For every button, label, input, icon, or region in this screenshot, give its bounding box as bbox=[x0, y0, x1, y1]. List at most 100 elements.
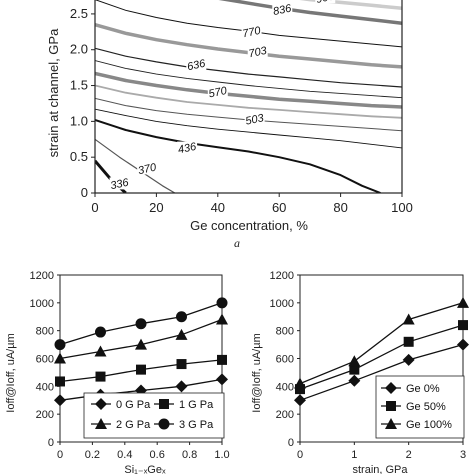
contour-x-axis-label: Ge concentration, % bbox=[190, 218, 308, 233]
composition-legend-marker bbox=[158, 418, 170, 430]
composition-x-tick-label: 0.4 bbox=[117, 449, 132, 461]
composition-x-axis-label: Si₁₋ₓGeₓ bbox=[124, 464, 166, 474]
strain-x-tick-label: 1 bbox=[351, 449, 357, 461]
contour-label-bg-636 bbox=[186, 58, 207, 71]
composition-legend-marker bbox=[159, 399, 169, 409]
contour-line-436 bbox=[95, 118, 381, 193]
contour-label-bg-770 bbox=[241, 25, 262, 38]
contour-label-336: 336 bbox=[109, 176, 130, 192]
composition-data-point bbox=[135, 318, 147, 330]
composition-y-tick-label: 1000 bbox=[30, 298, 54, 310]
strain-data-point bbox=[402, 353, 415, 366]
strain-series-line bbox=[299, 343, 464, 401]
line-chart-strain: Ioff@Ioff, uA/µm strain, GPa 0 200 400 600 8… bbox=[251, 270, 469, 474]
contour-line-603 bbox=[95, 60, 402, 99]
composition-data-point bbox=[54, 394, 66, 407]
strain-data-point bbox=[348, 355, 361, 367]
contour-y-tick-label: 1.0 bbox=[70, 113, 88, 128]
contour-label-703: 703 bbox=[247, 45, 268, 61]
composition-data-point bbox=[217, 354, 227, 365]
strain-legend: Ge 0% Ge 50% Ge 100% bbox=[375, 375, 465, 439]
contour-label-570: 570 bbox=[208, 85, 229, 101]
composition-x-tick-label: 0.2 bbox=[85, 449, 100, 461]
contour-line-470 bbox=[95, 108, 402, 149]
composition-legend-marker bbox=[95, 398, 107, 410]
composition-data-point bbox=[176, 359, 187, 370]
strain-legend-marker bbox=[385, 382, 397, 394]
contour-line-903 bbox=[299, 0, 402, 10]
composition-legend-marker bbox=[95, 418, 107, 429]
panel-label: a bbox=[234, 236, 240, 250]
strain-legend-marker bbox=[386, 401, 396, 411]
strain-data-point bbox=[348, 374, 361, 387]
composition-data-point bbox=[54, 352, 66, 364]
strain-data-point bbox=[403, 336, 414, 347]
composition-data-point bbox=[94, 345, 107, 357]
composition-legend-entry: 1 G Pa bbox=[179, 399, 214, 411]
composition-data-point bbox=[135, 338, 147, 350]
strain-y-tick-label: 800 bbox=[276, 326, 294, 338]
contour-label-bg-836 bbox=[272, 3, 293, 16]
strain-y-tick-label: 1200 bbox=[270, 270, 294, 282]
strain-x-axis-label: strain, GPa bbox=[352, 464, 408, 474]
contour-label-bg-503 bbox=[244, 112, 265, 125]
contour-x-tick-label: 60 bbox=[272, 200, 286, 215]
strain-x-tick-label: 3 bbox=[460, 449, 466, 461]
strain-y-tick-label: 600 bbox=[276, 354, 294, 366]
strain-data-point bbox=[402, 313, 415, 325]
line-chart-composition: Ioff@Ioff, uA/µm Si₁₋ₓGeₓ 0 200 400 600 800 1… bbox=[5, 270, 230, 474]
composition-data-point bbox=[54, 339, 66, 351]
strain-y-tick-label: 200 bbox=[276, 409, 294, 421]
strain-data-point bbox=[458, 320, 468, 331]
contour-label-bg-703 bbox=[247, 45, 268, 58]
strain-series-line bbox=[299, 324, 464, 390]
contour-plot-frame bbox=[94, 0, 403, 194]
strain-x-tick-label: 0 bbox=[297, 449, 303, 461]
strain-data-point bbox=[295, 384, 305, 395]
strain-data-point bbox=[457, 338, 469, 351]
contour-line-770 bbox=[95, 0, 402, 48]
strain-data-point bbox=[457, 296, 469, 308]
contour-x-tick-label: 80 bbox=[333, 200, 347, 215]
contour-x-tick-label: 100 bbox=[391, 200, 413, 215]
composition-legend: 0 G Pa 1 G Pa 2 G Pa 3 G Pa bbox=[83, 392, 225, 439]
composition-data-point bbox=[216, 297, 228, 309]
composition-data-point bbox=[95, 371, 106, 382]
composition-legend-box bbox=[83, 392, 225, 439]
strain-legend-entry: Ge 100% bbox=[406, 419, 452, 431]
contour-x-tick-label: 0 bbox=[91, 200, 98, 215]
strain-y-tick-label: 1000 bbox=[270, 298, 294, 310]
composition-y-tick-label: 800 bbox=[36, 326, 54, 338]
contour-x-ticks: 0 20 40 60 80 100 bbox=[91, 193, 413, 215]
composition-x-tick-label: 0 bbox=[57, 449, 63, 461]
contour-label-bg-370 bbox=[137, 162, 158, 175]
composition-data-point bbox=[216, 373, 228, 386]
strain-data-point bbox=[294, 394, 306, 407]
contour-label-770: 770 bbox=[241, 25, 262, 41]
contour-y-tick-label: 2.5 bbox=[70, 6, 88, 21]
contour-label-bg-903 bbox=[315, 0, 336, 4]
contour-frame-rect bbox=[94, 0, 403, 194]
strain-y-tick-label: 0 bbox=[288, 437, 294, 449]
contour-y-ticks: 0 0.5 1.0 1.5 2.0 2.5 bbox=[70, 6, 95, 200]
contour-line-570 bbox=[95, 71, 402, 109]
strain-y-tick-label: 400 bbox=[276, 381, 294, 393]
contour-line-836 bbox=[218, 0, 402, 25]
contour-label-503: 503 bbox=[244, 112, 265, 128]
composition-data-point bbox=[136, 364, 146, 375]
contour-x-tick-label: 20 bbox=[149, 200, 163, 215]
composition-data-point bbox=[216, 313, 228, 325]
composition-x-tick-label: 0.8 bbox=[182, 449, 197, 461]
composition-y-tick-label: 400 bbox=[36, 381, 54, 393]
composition-y-tick-label: 600 bbox=[36, 354, 54, 366]
contour-label-bg-436 bbox=[177, 141, 198, 154]
strain-y-axis-label: Ioff@Ioff, uA/µm bbox=[251, 333, 263, 412]
contour-label-436: 436 bbox=[177, 141, 198, 157]
composition-legend-entry: 3 G Pa bbox=[179, 419, 214, 431]
strain-legend-entry: Ge 0% bbox=[406, 383, 440, 395]
strain-data-point bbox=[349, 364, 360, 375]
contour-line-537 bbox=[95, 84, 402, 119]
